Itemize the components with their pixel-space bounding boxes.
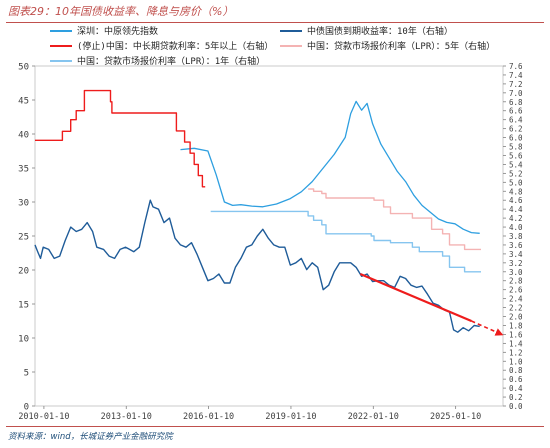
right-tick-label: 4.6 [509, 196, 523, 205]
left-tick-label: 40 [18, 131, 29, 141]
source-note: 资料来源：wind，长城证券产业金融研究院 [8, 432, 173, 442]
series-layer [34, 89, 504, 336]
x-tick-label: 2013-01-10 [101, 412, 152, 422]
right-tick-label: 2.2 [509, 304, 523, 313]
right-tick-label: 0.8 [509, 366, 523, 375]
right-tick-label: 6.4 [509, 116, 523, 125]
title-divider [6, 22, 544, 23]
right-tick-label: 3.2 [509, 259, 523, 268]
x-tick-label: 2019-01-10 [265, 412, 316, 422]
series-line-3 [210, 210, 481, 273]
legend-label: 中国：贷款市场报价利率（LPR）：5年（右轴） [307, 40, 495, 52]
series-line-1 [35, 89, 206, 188]
right-tick-label: 6.8 [509, 98, 523, 107]
right-tick-label: 2.6 [509, 286, 523, 295]
x-tick-label: 2025-01-10 [430, 412, 481, 422]
legend-label: 中国：贷款市场报价利率（LPR）：1年（右轴） [77, 55, 265, 67]
plot-frame [34, 65, 504, 407]
right-tick-label: 1.8 [509, 321, 523, 330]
x-axis: 2010-01-10 2013-01-10 2016-01-10 2019-01-10… [18, 406, 481, 422]
right-tick-label: 4.4 [509, 205, 523, 214]
right-tick-label: 5.2 [509, 169, 523, 178]
trend-line-dashed [471, 320, 504, 336]
right-tick-label: 0.2 [509, 393, 523, 402]
left-tick-label: 5 [24, 369, 29, 379]
right-tick-label: 6.2 [509, 125, 523, 134]
right-tick-label: 6.0 [509, 134, 523, 143]
legend-label: 中债国债到期收益率：10年（右轴） [307, 25, 453, 37]
right-tick-label: 3.0 [509, 268, 523, 277]
right-tick-label: 3.6 [509, 241, 523, 250]
right-tick-label: 0.6 [509, 375, 523, 384]
left-tick-label: 10 [18, 335, 29, 345]
left-tick-label: 0 [24, 403, 29, 413]
x-tick-label: 2010-01-10 [18, 412, 69, 422]
left-tick-label: 35 [18, 165, 29, 175]
right-tick-label: 4.0 [509, 223, 523, 232]
right-tick-label: 3.4 [509, 250, 523, 259]
right-tick-label: 6.6 [509, 107, 523, 116]
right-tick-label: 1.4 [509, 339, 523, 348]
right-tick-label: 4.8 [509, 187, 523, 196]
right-tick-label: 7.6 [509, 62, 523, 71]
series-line-0 [180, 100, 480, 234]
right-tick-label: 2.8 [509, 277, 523, 286]
left-axis: 0 5 10 15 20 25 30 35 40 45 50 [18, 63, 35, 413]
right-tick-label: 5.8 [509, 143, 523, 152]
left-tick-label: 25 [18, 233, 29, 243]
x-tick-label: 2016-01-10 [183, 412, 234, 422]
right-tick-label: 2.4 [509, 295, 523, 304]
right-axis: 0.00.20.40.60.81.01.21.41.61.82.02.22.42… [503, 62, 523, 411]
right-tick-label: 2.0 [509, 313, 523, 322]
right-tick-label: 7.0 [509, 89, 523, 98]
series-line-2 [308, 188, 481, 251]
left-tick-label: 45 [18, 97, 29, 107]
right-tick-label: 5.4 [509, 160, 523, 169]
right-tick-label: 5.6 [509, 151, 523, 160]
right-tick-label: 4.2 [509, 214, 523, 223]
right-tick-label: 1.0 [509, 357, 523, 366]
legend-label: (停止)中国：中长期贷款利率：5年以上（右轴） [77, 40, 273, 52]
right-tick-label: 1.2 [509, 348, 523, 357]
legend-label: 深圳：中原领先指数 [77, 25, 158, 37]
series-line-4 [34, 199, 480, 333]
right-tick-label: 0.4 [509, 384, 523, 393]
left-tick-label: 15 [18, 301, 29, 311]
left-tick-label: 30 [18, 199, 29, 209]
right-tick-label: 3.8 [509, 232, 523, 241]
trend-line [359, 272, 472, 323]
source-divider [6, 426, 544, 427]
right-tick-label: 7.2 [509, 80, 523, 89]
left-tick-label: 50 [18, 63, 29, 73]
x-tick-label: 2022-01-10 [348, 412, 399, 422]
right-tick-label: 0.0 [509, 402, 523, 411]
legend: 深圳：中原领先指数 中债国债到期收益率：10年（右轴） (停止)中国：中长期贷款利率… [50, 25, 495, 67]
chart-title: 图表29：10年国债收益率、降息与房价（%） [8, 5, 234, 18]
right-tick-label: 5.0 [509, 178, 523, 187]
left-tick-label: 20 [18, 267, 29, 277]
right-tick-label: 1.6 [509, 330, 523, 339]
right-tick-label: 7.4 [509, 71, 523, 80]
